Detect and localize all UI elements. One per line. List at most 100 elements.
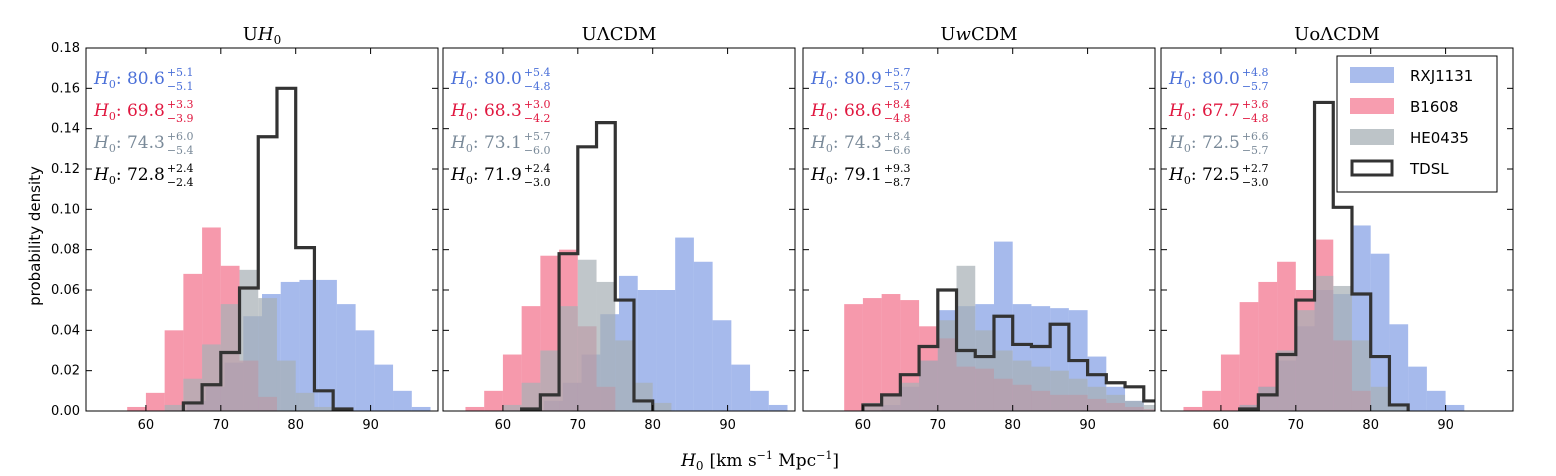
y-tick-label: 0.06 [51, 283, 80, 298]
x-tick-label: 60 [495, 418, 512, 433]
bar-he0435-8 [314, 406, 334, 411]
h0-estimate-tdsl: H0: 71.9 [450, 165, 522, 187]
x-axis-label-exp1: −1 [757, 449, 773, 462]
x-tick-label: 90 [1079, 418, 1096, 433]
x-axis-label-close: ] [832, 451, 839, 471]
bar-he0435-5 [596, 281, 616, 411]
bar-b1608-0 [465, 406, 485, 411]
legend-swatch-b1608 [1350, 98, 1394, 114]
h0-lower-error: −5.1 [167, 80, 194, 93]
bar-he0435-6 [975, 330, 994, 411]
h0-estimate-tdsl: H0: 72.5 [1168, 165, 1240, 187]
y-tick-label: 0.08 [51, 243, 80, 258]
h0-upper-error: +5.4 [524, 66, 551, 79]
panel-title-suffix: CDM [971, 24, 1018, 45]
h0-value: : 68.6 [833, 101, 882, 121]
axes-frame [85, 47, 439, 412]
legend-swatch-rxj1131 [1350, 67, 1394, 83]
x-tick-label: 70 [930, 418, 947, 433]
h0-subscript: 0 [826, 78, 833, 91]
panel-title: UΛCDM [582, 24, 657, 45]
bar-he0435-0 [502, 404, 522, 411]
h0-estimate-b1608: H0: 68.6 [810, 101, 882, 123]
bar-rxj1131-10 [675, 237, 694, 411]
bar-he0435-8 [1012, 360, 1032, 411]
bar-rxj1131-13 [374, 364, 394, 411]
bar-he0435-7 [1370, 386, 1390, 411]
h0-symbol: H [810, 69, 827, 89]
h0-subscript: 0 [109, 110, 116, 123]
legend-label-tdsl: TDSL [1409, 160, 1449, 178]
h0-lower-error: −3.0 [1242, 176, 1269, 189]
bar-he0435-11 [1068, 378, 1088, 411]
h0-subscript: 0 [466, 174, 473, 187]
bar-rxj1131-11 [693, 261, 713, 411]
panel-title: UwCDM [940, 24, 1017, 45]
h0-lower-error: −5.7 [884, 80, 911, 93]
h0-value: : 74.3 [833, 133, 882, 153]
bar-b1608-2 [164, 330, 184, 411]
x-axis-label: H0 [km s−1 Mpc−1] [680, 449, 839, 473]
h0-symbol: H [1168, 133, 1185, 153]
h0-estimate-b1608: H0: 67.7 [1168, 101, 1240, 123]
h0-upper-error: +9.3 [884, 162, 911, 175]
bar-he0435-3 [559, 306, 578, 411]
y-tick-label: 0.04 [51, 323, 80, 338]
x-axis-label-units: [km s [709, 451, 756, 471]
h0-value: : 72.5 [1191, 133, 1240, 153]
step-line-tdsl [181, 86, 354, 411]
h0-subscript: 0 [466, 78, 473, 91]
h0-lower-error: −4.8 [524, 80, 551, 93]
bar-he0435-2 [202, 344, 221, 411]
h0-subscript: 0 [1184, 110, 1191, 123]
bar-rxj1131-9 [656, 290, 676, 411]
h0-subscript: 0 [109, 174, 116, 187]
bar-rxj1131-14 [750, 390, 769, 411]
bar-he0435-6 [276, 360, 296, 411]
panel-title-prefix: U [940, 24, 955, 45]
h0-lower-error: −3.0 [524, 176, 551, 189]
h0-upper-error: +3.0 [524, 98, 551, 111]
y-tick-label: 0.10 [51, 202, 80, 217]
x-tick-label: 60 [855, 418, 872, 433]
bar-he0435-6 [615, 340, 634, 411]
h0-subscript: 0 [1184, 174, 1191, 187]
bar-he0435-7 [993, 350, 1013, 411]
h0-subscript: 0 [109, 78, 116, 91]
y-tick-label: 0.12 [51, 162, 80, 177]
x-tick-label: 60 [1213, 418, 1230, 433]
h0-upper-error: +5.1 [167, 66, 194, 79]
bar-rxj1131-8 [1389, 324, 1409, 411]
legend-label-rxj1131: RXJ1131 [1410, 67, 1473, 85]
x-axis-label-symbol: H [680, 451, 697, 471]
h0-upper-error: +6.0 [167, 130, 194, 143]
bar-he0435-7 [295, 392, 315, 411]
bar-he0435-1 [183, 378, 203, 411]
bar-b1608-1 [145, 392, 165, 411]
h0-lower-error: −4.8 [884, 112, 911, 125]
bar-he0435-5 [258, 298, 277, 411]
h0-estimate-he0435: H0: 73.1 [450, 133, 522, 155]
bar-b1608-0 [844, 304, 863, 411]
bar-rxj1131-11 [1445, 404, 1465, 411]
bar-he0435-1 [881, 394, 901, 411]
bar-b1608-2 [502, 354, 522, 411]
x-tick-label: 80 [287, 418, 304, 433]
h0-upper-error: +4.8 [1242, 66, 1269, 79]
x-tick-label: 80 [1004, 418, 1021, 433]
step-line-tdsl [861, 288, 1155, 411]
panel-title: UH0 [243, 24, 282, 47]
bar-rxj1131-14 [393, 390, 412, 411]
bar-rxj1131-9 [1408, 366, 1427, 411]
bar-he0435-9 [1031, 366, 1051, 411]
h0-subscript: 0 [826, 174, 833, 187]
legend-swatch-tdsl [1350, 159, 1394, 177]
h0-subscript: 0 [109, 142, 116, 155]
h0-value: : 74.3 [116, 133, 165, 153]
bar-he0435-14 [1125, 400, 1144, 411]
bar-he0435-5 [1333, 285, 1352, 411]
h0-subscript: 0 [466, 110, 473, 123]
h0-symbol: H [1168, 165, 1185, 185]
h0-upper-error: +8.4 [884, 98, 911, 111]
legend-label-b1608: B1608 [1410, 98, 1458, 116]
